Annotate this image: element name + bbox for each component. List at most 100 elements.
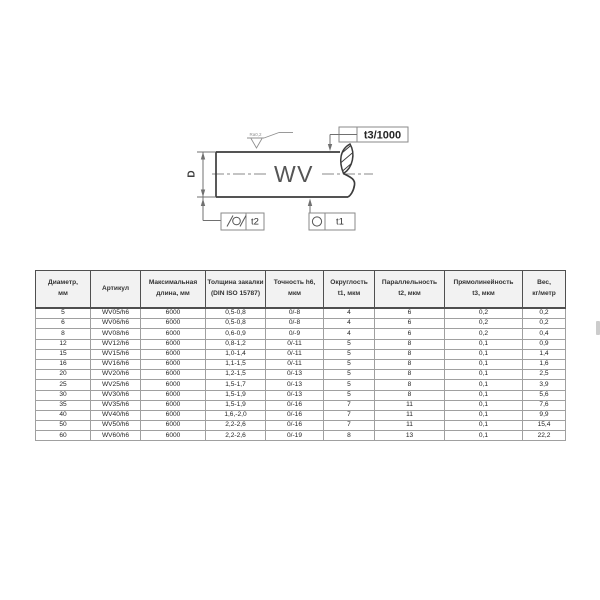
table-cell: WV30/h6: [90, 389, 141, 401]
table-cell: WV40/h6: [90, 409, 141, 422]
table-row: 5 WV05/h6 6000 0,5-0,8 0/-8 4 6 0,2 0,2: [35, 307, 566, 320]
table-row: 25 WV25/h6 6000 1,5-1,7 0/-13 5 8 0,1 3,9: [35, 379, 566, 391]
table-cell: 0,1: [444, 399, 523, 411]
table-cell: 6000: [140, 348, 206, 360]
table-cell: 8: [374, 379, 445, 391]
table-cell: 0/-13: [265, 389, 324, 401]
table-cell: 0/-16: [265, 399, 324, 411]
table-cell: 16: [35, 358, 91, 371]
straightness-callout: t3/1000: [327, 126, 409, 151]
table-cell: 3,9: [522, 379, 566, 391]
table-cell: 7: [323, 420, 375, 432]
table-cell: 0,1: [444, 389, 523, 401]
header-parallelism: Параллельность t2, мкм: [374, 270, 445, 309]
table-cell: 5: [323, 369, 375, 381]
table-cell: 12: [35, 338, 91, 350]
table-cell: 20: [35, 369, 91, 381]
table-cell: 6000: [140, 318, 206, 330]
table-cell: 6000: [140, 399, 206, 411]
table-cell: 6000: [140, 420, 206, 432]
table-row: 15 WV15/h6 6000 1,0-1,4 0/-11 5 8 0,1 1,4: [35, 348, 566, 360]
table-cell: 4: [323, 328, 375, 340]
table-cell: 0/-13: [265, 379, 324, 391]
table-cell: 1,5-1,9: [205, 399, 266, 411]
shaft-label: WV: [274, 161, 314, 187]
header-weight: Вес, кг/метр: [522, 270, 566, 309]
table-cell: 8: [374, 389, 445, 401]
roundness-callout: t1: [307, 198, 356, 231]
diameter-label: D: [187, 170, 198, 177]
table-cell: 0,5-0,8: [205, 307, 266, 320]
table-cell: 25: [35, 379, 91, 391]
table-cell: 0/-11: [265, 348, 324, 360]
table-cell: 7: [323, 409, 375, 422]
table-cell: 0,1: [444, 379, 523, 391]
table-cell: WV08/h6: [90, 328, 141, 340]
table-cell: WV35/h6: [90, 399, 141, 411]
header-straightness: Прямолинейность t3, мкм: [444, 270, 523, 309]
diameter-dimension: [197, 151, 221, 221]
table-cell: 7,6: [522, 399, 566, 411]
straightness-value: t3/1000: [364, 130, 401, 142]
table-cell: 0,2: [522, 307, 566, 320]
table-cell: 6000: [140, 338, 206, 350]
table-cell: 0/-8: [265, 307, 324, 320]
table-row: 50 WV50/h6 6000 2,2-2,6 0/-16 7 11 0,1 15,4: [35, 420, 566, 432]
table-cell: 6: [35, 318, 91, 330]
shaft-outline: [215, 151, 348, 198]
table-cell: 1,2-1,5: [205, 369, 266, 381]
leader-arrow: [327, 144, 333, 151]
table-cell: 50: [35, 420, 91, 432]
table-cell: 11: [374, 399, 445, 411]
table-cell: 5: [323, 348, 375, 360]
break-curve: [343, 172, 356, 198]
table-cell: 7: [323, 399, 375, 411]
header-roundness: Округлость t1, мкм: [323, 270, 375, 309]
header-accuracy: Точность h6, мкм: [265, 270, 324, 309]
scrollbar-thumb[interactable]: [596, 321, 600, 335]
table-cell: 9,9: [522, 409, 566, 422]
table-cell: 11: [374, 420, 445, 432]
table-cell: 0,1: [444, 409, 523, 422]
table-row: 30 WV30/h6 6000 1,5-1,9 0/-13 5 8 0,1 5,6: [35, 389, 566, 401]
table-cell: 5,6: [522, 389, 566, 401]
table-cell: 0,2: [444, 307, 523, 320]
table-cell: 5: [35, 307, 91, 320]
surface-roughness-symbol: [247, 132, 293, 149]
table-cell: 40: [35, 409, 91, 422]
table-cell: 0,1: [444, 420, 523, 432]
table-row: 12 WV12/h6 6000 0,8-1,2 0/-11 5 8 0,1 0,9: [35, 338, 566, 350]
table-row: 16 WV16/h6 6000 1,1-1,5 0/-11 5 8 0,1 1,6: [35, 358, 566, 371]
table-cell: 0/-16: [265, 409, 324, 422]
spec-table: Диаметр, мм Артикул Максимальная длина, …: [35, 270, 566, 442]
table-cell: 0,1: [444, 358, 523, 371]
table-cell: 2,2-2,6: [205, 430, 266, 442]
table-cell: 4: [323, 318, 375, 330]
table-cell: 0/-11: [265, 358, 324, 371]
table-cell: WV16/h6: [90, 358, 141, 371]
table-cell: WV05/h6: [90, 307, 141, 320]
leader-arrow: [307, 198, 313, 206]
table-cell: 2,2-2,6: [205, 420, 266, 432]
table-cell: 8: [374, 338, 445, 350]
table-cell: 0/-16: [265, 420, 324, 432]
table-cell: 8: [374, 348, 445, 360]
header-hardening-depth: Толщина закалки (DIN ISO 15787): [205, 270, 266, 309]
table-cell: 6000: [140, 358, 206, 371]
table-cell: 6000: [140, 430, 206, 442]
header-max-length: Максимальная длина, мм: [140, 270, 206, 309]
table-cell: 6000: [140, 307, 206, 320]
table-cell: WV15/h6: [90, 348, 141, 360]
table-cell: 22,2: [522, 430, 566, 442]
cylindricity-callout: t2: [220, 212, 265, 231]
table-cell: 15,4: [522, 420, 566, 432]
table-cell: 0,9: [522, 338, 566, 350]
table-cell: 0/-9: [265, 328, 324, 340]
table-cell: 15: [35, 348, 91, 360]
table-cell: 5: [323, 389, 375, 401]
table-cell: 8: [35, 328, 91, 340]
table-cell: 13: [374, 430, 445, 442]
surface-roughness-label: Ra0,2: [249, 132, 262, 137]
table-cell: WV06/h6: [90, 318, 141, 330]
table-cell: 6000: [140, 389, 206, 401]
